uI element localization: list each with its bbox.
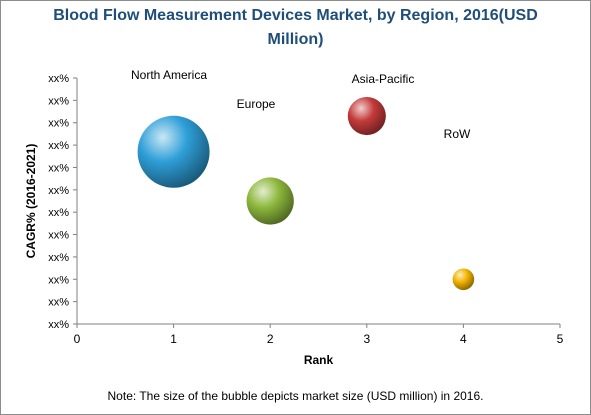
y-tick-label: xx% (48, 297, 69, 309)
x-tick-label: 0 (74, 332, 81, 346)
x-tick-label: 2 (267, 332, 274, 346)
chart-title-line-2: Million) (267, 31, 324, 48)
bubble-label-asia-pacific: Asia-Pacific (352, 72, 415, 86)
chart-title: Blood Flow Measurement Devices Market, b… (0, 4, 591, 52)
y-tick-label: xx% (48, 185, 69, 197)
x-tick-label: 5 (557, 332, 564, 346)
y-tick-label: xx% (48, 118, 69, 130)
bubble-asia-pacific (347, 96, 386, 136)
y-tick-label: xx% (48, 207, 69, 219)
y-tick-label: xx% (48, 162, 69, 174)
y-tick-label: xx% (48, 252, 69, 264)
bubble-label-europe: Europe (237, 97, 276, 111)
x-tick-label: 4 (460, 332, 467, 346)
bubble-north-america (137, 115, 210, 188)
y-tick-label: xx% (48, 140, 69, 152)
x-tick-label: 1 (170, 332, 177, 346)
bubble-europe (246, 177, 294, 225)
chart-title-line-1: Blood Flow Measurement Devices Market, b… (53, 7, 538, 24)
chart-note: Note: The size of the bubble depicts mar… (107, 389, 484, 403)
bubble-label-north-america: North America (131, 68, 207, 82)
y-tick-label: xx% (48, 95, 69, 107)
bubble-label-row: RoW (444, 127, 471, 141)
y-tick-label: xx% (48, 319, 69, 331)
bubble-row (452, 268, 475, 291)
y-tick-label: xx% (48, 274, 69, 286)
x-axis-label: Rank (304, 353, 334, 367)
y-axis-label: CAGR% (2016-2021) (24, 144, 38, 259)
y-tick-label: xx% (48, 73, 69, 85)
y-tick-label: xx% (48, 230, 69, 242)
x-tick-label: 3 (363, 332, 370, 346)
